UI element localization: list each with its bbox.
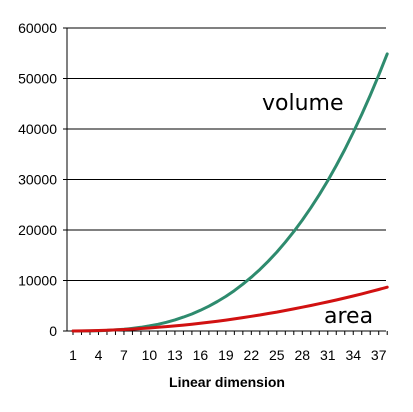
series-label-volume: volume (262, 91, 344, 116)
series-label-area: area (324, 304, 373, 329)
x-tick-label: 31 (320, 347, 336, 363)
x-tick-label: 13 (167, 347, 183, 363)
x-tick-label: 28 (295, 347, 311, 363)
series-lines (71, 52, 389, 333)
x-tick-label: 7 (120, 347, 128, 363)
x-tick-label: 19 (218, 347, 234, 363)
y-tick-label: 50000 (18, 71, 57, 87)
y-axis: 0 10000 20000 30000 40000 50000 60000 (18, 20, 68, 339)
x-tick-label: 4 (95, 347, 103, 363)
gridlines (67, 27, 386, 281)
x-tick-label: 1 (69, 347, 77, 363)
y-tick-label: 60000 (18, 20, 57, 36)
y-tick-label: 30000 (18, 172, 57, 188)
x-tick-label: 22 (244, 347, 260, 363)
series-line-area (71, 285, 389, 333)
x-tick-label: 16 (193, 347, 209, 363)
x-axis: 1 4 7 10 13 16 19 22 25 28 31 34 37 (67, 330, 388, 363)
y-tick-label: 20000 (18, 222, 57, 238)
y-tick-label: 10000 (18, 273, 57, 289)
x-tick-label: 25 (269, 347, 285, 363)
y-tick-label: 0 (49, 323, 57, 339)
x-tick-label: 34 (345, 347, 361, 363)
x-tick-label: 10 (142, 347, 158, 363)
x-axis-title: Linear dimension (169, 374, 285, 390)
series-annotations: volume area (262, 91, 373, 329)
x-tick-label: 37 (371, 347, 387, 363)
y-tick-label: 40000 (18, 121, 57, 137)
